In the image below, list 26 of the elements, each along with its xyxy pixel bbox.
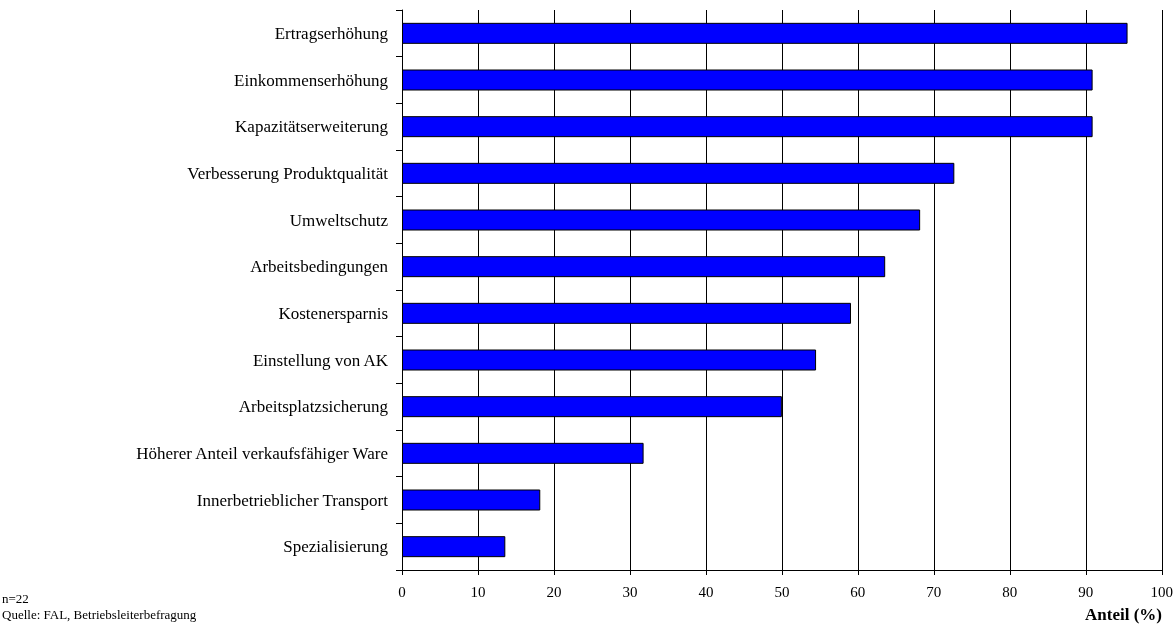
x-tick-label: 80 bbox=[1002, 583, 1018, 600]
x-tick-label: 100 bbox=[1150, 583, 1173, 600]
x-tick-label: 0 bbox=[398, 583, 406, 600]
y-tick-label: Einstellung von AK bbox=[252, 350, 389, 370]
x-tick-label: 90 bbox=[1078, 583, 1094, 600]
y-tick-label: Ertragserhöhung bbox=[274, 23, 389, 43]
y-tick-label: Arbeitsbedingungen bbox=[250, 257, 389, 277]
y-tick-label: Höherer Anteil verkaufsfähiger Ware bbox=[136, 443, 388, 463]
y-tick-label: Kostenersparnis bbox=[278, 303, 388, 323]
x-tick-label: 70 bbox=[926, 583, 942, 600]
x-axis-title: Anteil (%) bbox=[1085, 605, 1163, 624]
x-tick-label: 50 bbox=[774, 583, 790, 600]
y-tick-label: Spezialisierung bbox=[283, 537, 389, 557]
y-tick-label: Einkommenserhöhung bbox=[234, 70, 389, 90]
y-tick-label: Kapazitätserweiterung bbox=[235, 117, 389, 137]
x-tick-label: 20 bbox=[546, 583, 562, 600]
y-tick-label: Verbesserung Produktqualität bbox=[187, 163, 389, 183]
y-tick-label: Innerbetrieblicher Transport bbox=[196, 490, 389, 510]
x-tick-label: 40 bbox=[698, 583, 714, 600]
y-tick-label: Umweltschutz bbox=[289, 210, 389, 230]
y-tick-label: Arbeitsplatzsicherung bbox=[238, 397, 389, 417]
x-tick-label: 60 bbox=[850, 583, 866, 600]
x-tick-label: 10 bbox=[470, 583, 486, 600]
source-note: Quelle: FAL, Betriebsleiterbefragung bbox=[2, 607, 197, 622]
x-tick-label: 30 bbox=[622, 583, 638, 600]
text: n=22 bbox=[2, 591, 29, 606]
